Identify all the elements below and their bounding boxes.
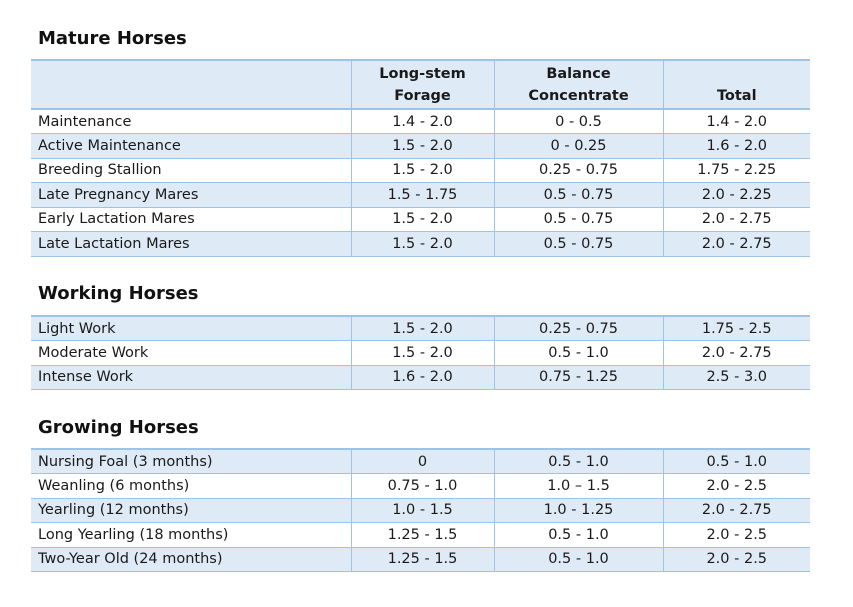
table-mature-horses: Long-stem Forage Balance Concentrate Total… [31, 59, 810, 257]
row-label: Active Maintenance [31, 133, 351, 159]
cell-forage: 1.5 - 2.0 [350, 133, 494, 159]
cell-concentrate: 0.5 - 0.75 [493, 182, 663, 208]
row-label: Light Work [31, 315, 351, 341]
cell-concentrate: 0.25 - 0.75 [493, 315, 663, 341]
row-label: Long Yearling (18 months) [31, 522, 351, 548]
row-label: Yearling (12 months) [31, 497, 351, 523]
cell-concentrate: 1.0 – 1.5 [493, 473, 663, 499]
cell-concentrate: 0.5 - 1.0 [493, 340, 663, 366]
section-title-growing-horses: Growing Horses [38, 417, 199, 438]
cell-forage: 1.5 - 2.0 [350, 157, 494, 183]
table-row: Yearling (12 months) 1.0 - 1.5 1.0 - 1.2… [31, 497, 810, 523]
row-label: Two-Year Old (24 months) [31, 546, 351, 572]
cell-total: 2.0 - 2.5 [662, 473, 810, 499]
header-cell-category [31, 59, 351, 110]
cell-forage: 1.4 - 2.0 [350, 108, 494, 134]
header-cell-forage: Long-stem Forage [350, 59, 494, 110]
cell-concentrate: 0.25 - 0.75 [493, 157, 663, 183]
cell-total: 2.0 - 2.75 [662, 231, 810, 257]
cell-concentrate: 0.5 - 1.0 [493, 522, 663, 548]
row-label: Weanling (6 months) [31, 473, 351, 499]
cell-total: 2.0 - 2.25 [662, 182, 810, 208]
table-row: Light Work 1.5 - 2.0 0.25 - 0.75 1.75 - … [31, 315, 810, 341]
cell-forage: 1.5 - 2.0 [350, 206, 494, 232]
cell-forage: 0.75 - 1.0 [350, 473, 494, 499]
cell-total: 0.5 - 1.0 [662, 448, 810, 474]
row-label: Moderate Work [31, 340, 351, 366]
cell-concentrate: 1.0 - 1.25 [493, 497, 663, 523]
cell-total: 2.0 - 2.5 [662, 546, 810, 572]
cell-total: 2.0 - 2.5 [662, 522, 810, 548]
table-working-horses: Light Work 1.5 - 2.0 0.25 - 0.75 1.75 - … [31, 315, 810, 390]
table-row: Weanling (6 months) 0.75 - 1.0 1.0 – 1.5… [31, 473, 810, 499]
cell-total: 2.0 - 2.75 [662, 497, 810, 523]
cell-forage: 1.6 - 2.0 [350, 364, 494, 390]
cell-total: 2.0 - 2.75 [662, 340, 810, 366]
row-label: Nursing Foal (3 months) [31, 448, 351, 474]
header-forage-line1: Long-stem [379, 66, 466, 82]
cell-forage: 1.5 - 2.0 [350, 340, 494, 366]
row-label: Late Lactation Mares [31, 231, 351, 257]
cell-concentrate: 0.5 - 1.0 [493, 546, 663, 572]
header-concentrate-line1: Balance [546, 66, 611, 82]
table-row: Nursing Foal (3 months) 0 0.5 - 1.0 0.5 … [31, 448, 810, 474]
cell-total: 1.6 - 2.0 [662, 133, 810, 159]
table-row: Early Lactation Mares 1.5 - 2.0 0.5 - 0.… [31, 206, 810, 232]
row-label: Late Pregnancy Mares [31, 182, 351, 208]
table-row: Intense Work 1.6 - 2.0 0.75 - 1.25 2.5 -… [31, 364, 810, 390]
table-header-row: Long-stem Forage Balance Concentrate Total [31, 59, 810, 110]
cell-forage: 1.5 - 2.0 [350, 315, 494, 341]
table-row: Breeding Stallion 1.5 - 2.0 0.25 - 0.75 … [31, 157, 810, 183]
cell-forage: 1.5 - 2.0 [350, 231, 494, 257]
table-row: Long Yearling (18 months) 1.25 - 1.5 0.5… [31, 522, 810, 548]
cell-concentrate: 0.5 - 0.75 [493, 231, 663, 257]
table-row: Maintenance 1.4 - 2.0 0 - 0.5 1.4 - 2.0 [31, 108, 810, 134]
cell-forage: 0 [350, 448, 494, 474]
cell-concentrate: 0.5 - 1.0 [493, 448, 663, 474]
cell-total: 1.4 - 2.0 [662, 108, 810, 134]
cell-forage: 1.0 - 1.5 [350, 497, 494, 523]
table-row: Late Pregnancy Mares 1.5 - 1.75 0.5 - 0.… [31, 182, 810, 208]
header-cell-total: Total [662, 59, 810, 110]
cell-total: 2.0 - 2.75 [662, 206, 810, 232]
cell-total: 1.75 - 2.25 [662, 157, 810, 183]
header-forage-line2: Forage [394, 88, 451, 104]
table-row: Two-Year Old (24 months) 1.25 - 1.5 0.5 … [31, 546, 810, 572]
cell-forage: 1.25 - 1.5 [350, 546, 494, 572]
header-total: Total [716, 88, 757, 104]
row-label: Maintenance [31, 108, 351, 134]
cell-total: 1.75 - 2.5 [662, 315, 810, 341]
row-label: Early Lactation Mares [31, 206, 351, 232]
section-title-mature-horses: Mature Horses [38, 28, 187, 49]
table-row: Moderate Work 1.5 - 2.0 0.5 - 1.0 2.0 - … [31, 340, 810, 366]
cell-total: 2.5 - 3.0 [662, 364, 810, 390]
cell-concentrate: 0 - 0.25 [493, 133, 663, 159]
row-label: Intense Work [31, 364, 351, 390]
cell-forage: 1.5 - 1.75 [350, 182, 494, 208]
cell-concentrate: 0.5 - 0.75 [493, 206, 663, 232]
row-label: Breeding Stallion [31, 157, 351, 183]
section-title-working-horses: Working Horses [38, 283, 199, 304]
table-row: Active Maintenance 1.5 - 2.0 0 - 0.25 1.… [31, 133, 810, 159]
cell-concentrate: 0.75 - 1.25 [493, 364, 663, 390]
cell-forage: 1.25 - 1.5 [350, 522, 494, 548]
header-cell-concentrate: Balance Concentrate [493, 59, 663, 110]
cell-concentrate: 0 - 0.5 [493, 108, 663, 134]
header-concentrate-line2: Concentrate [528, 88, 629, 104]
table-growing-horses: Nursing Foal (3 months) 0 0.5 - 1.0 0.5 … [31, 448, 810, 572]
table-row: Late Lactation Mares 1.5 - 2.0 0.5 - 0.7… [31, 231, 810, 257]
